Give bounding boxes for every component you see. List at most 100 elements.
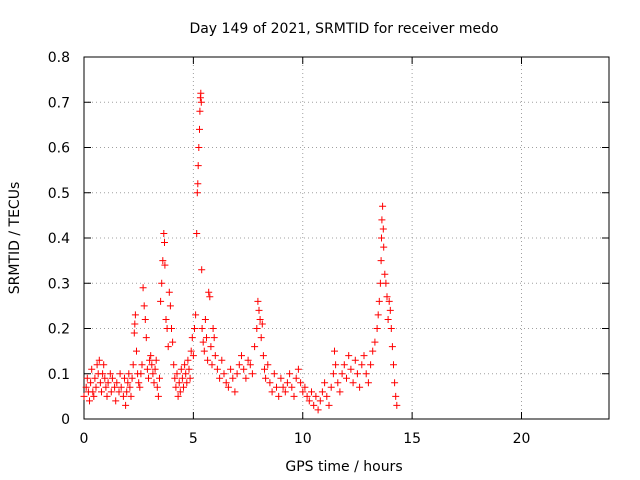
data-point-marker [141,316,149,323]
data-point-marker [199,338,207,346]
data-point-marker [390,361,397,369]
data-point-marker [367,361,375,369]
data-point-marker [238,352,245,360]
data-point-marker [218,356,226,364]
data-point-marker [165,288,173,296]
data-point-marker [198,325,206,332]
data-point-marker [195,144,203,151]
data-point-marker [246,361,254,369]
data-point-marker [108,374,116,382]
data-point-marker [210,334,218,342]
data-point-marker [159,257,167,265]
data-point-marker [386,306,394,314]
data-point-marker [383,293,391,301]
data-point-marker [224,383,232,391]
data-point-marker [142,334,150,342]
data-point-marker [148,361,156,369]
data-point-marker [145,374,152,382]
data-point-marker [305,397,313,405]
data-point-marker [273,383,280,391]
data-point-marker [388,343,396,351]
data-point-marker [193,230,201,237]
data-point-marker [197,98,205,106]
data-point-marker [149,370,157,378]
x-tick-label: 15 [403,431,421,447]
data-point-marker [207,343,215,351]
data-point-marker [133,347,140,355]
data-point-marker [382,279,390,287]
data-point-marker [161,261,169,269]
data-point-marker [336,388,344,396]
data-point-marker [168,325,175,332]
y-tick-label: 0.7 [48,95,70,111]
data-point-marker [126,383,134,391]
data-point-marker [308,388,315,396]
data-point-marker [193,189,201,197]
data-point-marker [100,361,108,369]
y-axis-label: SRMTID / TECUs [7,182,23,295]
data-point-marker [259,352,267,360]
data-point-marker [303,392,311,400]
data-point-marker [96,379,104,387]
data-point-marker [93,361,101,369]
data-point-marker [178,374,186,382]
y-tick-label: 0.3 [48,276,70,292]
data-point-marker [95,356,103,364]
data-point-marker [362,370,370,378]
data-point-marker [240,365,248,373]
data-point-marker [172,383,180,391]
data-point-marker [338,370,346,378]
data-point-marker [150,379,158,387]
data-point-marker [356,383,364,391]
data-point-marker [220,370,228,378]
data-point-marker [256,316,264,323]
data-point-marker [129,361,137,369]
y-tick-label: 0.1 [48,367,70,383]
data-point-marker [378,234,385,242]
data-point-marker [268,388,276,396]
data-point-marker [374,311,382,319]
data-point-marker [358,361,366,369]
data-point-marker [216,374,224,382]
data-point-marker [378,216,386,224]
data-point-marker [183,379,191,387]
data-point-marker [106,370,114,378]
x-tick-label: 5 [189,431,198,447]
data-point-marker [392,392,400,400]
data-point-marker [288,383,296,391]
data-point-marker [235,361,243,369]
data-point-marker [275,392,283,400]
x-tick-label: 0 [80,431,89,447]
data-point-marker [277,374,285,382]
data-point-marker [347,365,355,373]
data-point-marker [360,352,368,360]
axis-ticks [83,56,609,420]
data-point-marker [281,388,289,396]
data-point-marker [102,383,110,391]
data-point-marker [381,270,389,278]
x-axis-label: GPS time / hours [285,459,402,475]
data-point-marker [211,352,219,360]
data-point-marker [379,225,387,233]
data-point-marker [112,397,120,405]
data-point-marker [364,379,372,387]
data-point-marker [257,334,265,342]
data-point-marker [89,388,97,396]
data-point-marker [201,316,209,323]
data-point-marker [197,89,205,97]
data-point-marker [88,365,96,373]
data-point-marker [222,379,230,387]
data-point-marker [115,388,123,396]
data-point-marker [379,202,387,210]
data-point-marker [113,379,121,387]
tick-labels: 0 0.1 0.2 0.3 0.4 0.5 0.6 0.7 0.8 0 5 10 15 20 [48,50,531,447]
data-point-marker [264,361,272,369]
data-point-marker [371,338,379,346]
data-point-marker [176,388,184,396]
data-point-marker [208,361,216,369]
data-point-marker [121,374,128,382]
data-point-marker [329,370,337,378]
data-point-marker [169,338,177,346]
data-point-marker [316,397,324,405]
